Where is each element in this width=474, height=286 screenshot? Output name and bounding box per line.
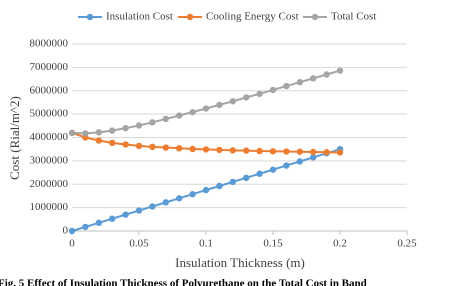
point: [256, 90, 263, 97]
point: [229, 98, 236, 105]
point: [256, 170, 263, 177]
point: [229, 147, 236, 154]
point: [216, 146, 223, 154]
point: [109, 127, 116, 134]
point: [283, 162, 290, 169]
y-tick-label: 6000000: [30, 84, 69, 96]
point: [135, 122, 143, 129]
y-tick-label: 4000000: [30, 131, 69, 143]
point: [122, 124, 129, 132]
point: [149, 119, 156, 126]
point: [189, 190, 196, 198]
y-tick-label: 5000000: [30, 108, 69, 120]
x-axis-title: Insulation Thickness (m): [175, 255, 305, 270]
point: [296, 79, 303, 86]
point: [122, 141, 129, 148]
point: [176, 112, 183, 119]
y-tick-label: 1000000: [30, 201, 69, 213]
point: [109, 215, 116, 222]
point: [135, 207, 143, 214]
point: [216, 182, 223, 190]
point: [310, 75, 317, 82]
point: [68, 129, 76, 137]
point: [176, 145, 183, 152]
point: [229, 178, 236, 186]
y-tick-label: 8000000: [30, 38, 69, 50]
point: [336, 149, 344, 156]
legend-marker: [186, 13, 194, 21]
point: [149, 203, 156, 210]
point: [243, 147, 250, 154]
x-tick-label: 0.25: [397, 238, 417, 250]
x-tick-label: 0.15: [263, 238, 283, 250]
point: [135, 142, 143, 150]
point: [95, 129, 103, 136]
point: [283, 82, 290, 90]
point: [162, 144, 169, 151]
point: [310, 148, 317, 156]
point: [269, 86, 277, 94]
legend-marker: [86, 13, 94, 21]
point: [296, 158, 303, 165]
legend-label: Total Cost: [331, 11, 376, 23]
x-tick-label: 0.05: [129, 238, 149, 250]
x-tick-label: 0.1: [199, 238, 213, 250]
point: [176, 195, 183, 202]
y-tick-label: 2000000: [30, 178, 69, 190]
legend-label: Cooling Energy Cost: [206, 11, 299, 23]
point: [323, 149, 330, 156]
point: [189, 108, 196, 116]
point: [202, 186, 210, 194]
caption: Fig. 5 Effect of Insulation Thickness of…: [0, 278, 367, 286]
point: [243, 94, 250, 101]
point: [82, 223, 89, 231]
point: [296, 148, 303, 155]
point: [162, 199, 169, 206]
point: [95, 219, 103, 227]
point: [162, 115, 169, 123]
point: [95, 137, 103, 144]
y-tick-label: 0: [63, 225, 69, 237]
point: [256, 147, 263, 155]
y-axis-title: Cost (Rial/m^2): [7, 96, 22, 180]
y-tick-label: 7000000: [30, 61, 69, 73]
point: [310, 154, 317, 161]
legend-marker: [311, 13, 319, 21]
x-tick-label: 0: [69, 238, 75, 250]
point: [283, 148, 290, 155]
point: [243, 174, 250, 182]
y-tick-label: 3000000: [30, 154, 69, 166]
point: [189, 145, 196, 153]
point: [109, 139, 116, 147]
x-tick-label: 0.2: [333, 238, 347, 250]
point: [82, 130, 89, 137]
point: [202, 146, 210, 153]
point: [269, 148, 277, 155]
point: [149, 143, 156, 151]
point: [68, 227, 76, 235]
point: [122, 211, 129, 218]
point: [323, 71, 330, 78]
point: [269, 166, 277, 173]
point: [216, 101, 223, 109]
point: [202, 105, 210, 112]
point: [336, 67, 344, 74]
legend-label: Insulation Cost: [106, 11, 173, 23]
